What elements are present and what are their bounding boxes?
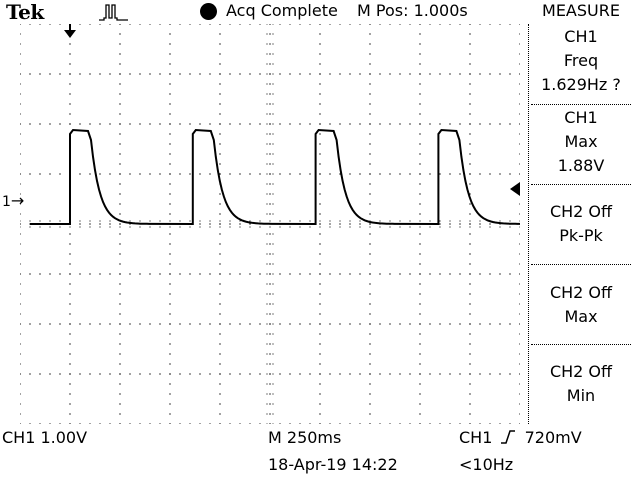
panel-divider bbox=[531, 264, 631, 265]
panel-divider bbox=[531, 344, 631, 345]
ch1-waveform bbox=[30, 128, 520, 226]
trigger-position-icon bbox=[64, 30, 76, 38]
pulse-trigger-icon bbox=[99, 4, 128, 21]
measure-source: CH1 bbox=[564, 27, 598, 46]
trigger-frequency: <10Hz bbox=[459, 455, 514, 474]
acquisition-status-icon bbox=[200, 3, 217, 20]
measure-source: CH2 Off bbox=[549, 202, 613, 221]
status-bar: Tek Acq Complete M Pos: 1.000s MEASURE bbox=[0, 0, 640, 24]
menu-title: MEASURE bbox=[542, 1, 620, 20]
brand-logo: Tek bbox=[6, 0, 44, 24]
horizontal-position: M Pos: 1.000s bbox=[357, 1, 468, 20]
measure-source: CH1 bbox=[564, 108, 598, 127]
graticule bbox=[20, 24, 520, 424]
measure-slot-1[interactable]: CH1 Freq 1.629Hz ? bbox=[531, 25, 631, 97]
trigger-level-icon bbox=[510, 182, 520, 196]
measure-type: Pk-Pk bbox=[559, 226, 603, 245]
measure-type: Freq bbox=[563, 51, 599, 70]
measure-source: CH2 Off bbox=[549, 362, 613, 381]
measure-type: Min bbox=[566, 386, 596, 405]
trigger-source: CH1 bbox=[459, 428, 493, 447]
panel-divider bbox=[531, 184, 631, 185]
measure-slot-3[interactable]: CH2 Off Pk-Pk bbox=[531, 200, 631, 248]
measure-value: 1.629Hz ? bbox=[541, 75, 621, 94]
measure-value: 1.88V bbox=[557, 156, 605, 175]
panel-divider bbox=[531, 104, 631, 105]
timebase[interactable]: M 250ms bbox=[268, 428, 342, 447]
acquisition-status: Acq Complete bbox=[226, 1, 338, 20]
measure-slot-2[interactable]: CH1 Max 1.88V bbox=[531, 106, 631, 178]
ch1-ground-marker[interactable]: 1→ bbox=[2, 191, 25, 210]
rising-edge-icon bbox=[501, 430, 516, 444]
measure-slot-4[interactable]: CH2 Off Max bbox=[531, 281, 631, 329]
trigger-info[interactable]: CH1 720mV bbox=[459, 428, 582, 447]
panel-border-left bbox=[528, 24, 529, 424]
ch1-scale[interactable]: CH1 1.00V bbox=[2, 428, 88, 447]
waveform-display bbox=[20, 24, 520, 424]
date-time: 18-Apr-19 14:22 bbox=[268, 455, 398, 474]
measure-type: Max bbox=[564, 132, 598, 151]
trigger-level: 720mV bbox=[524, 428, 582, 447]
measure-source: CH2 Off bbox=[549, 283, 613, 302]
trigger-position-stem bbox=[69, 24, 71, 31]
measure-type: Max bbox=[564, 307, 598, 326]
measure-slot-5[interactable]: CH2 Off Min bbox=[531, 360, 631, 408]
